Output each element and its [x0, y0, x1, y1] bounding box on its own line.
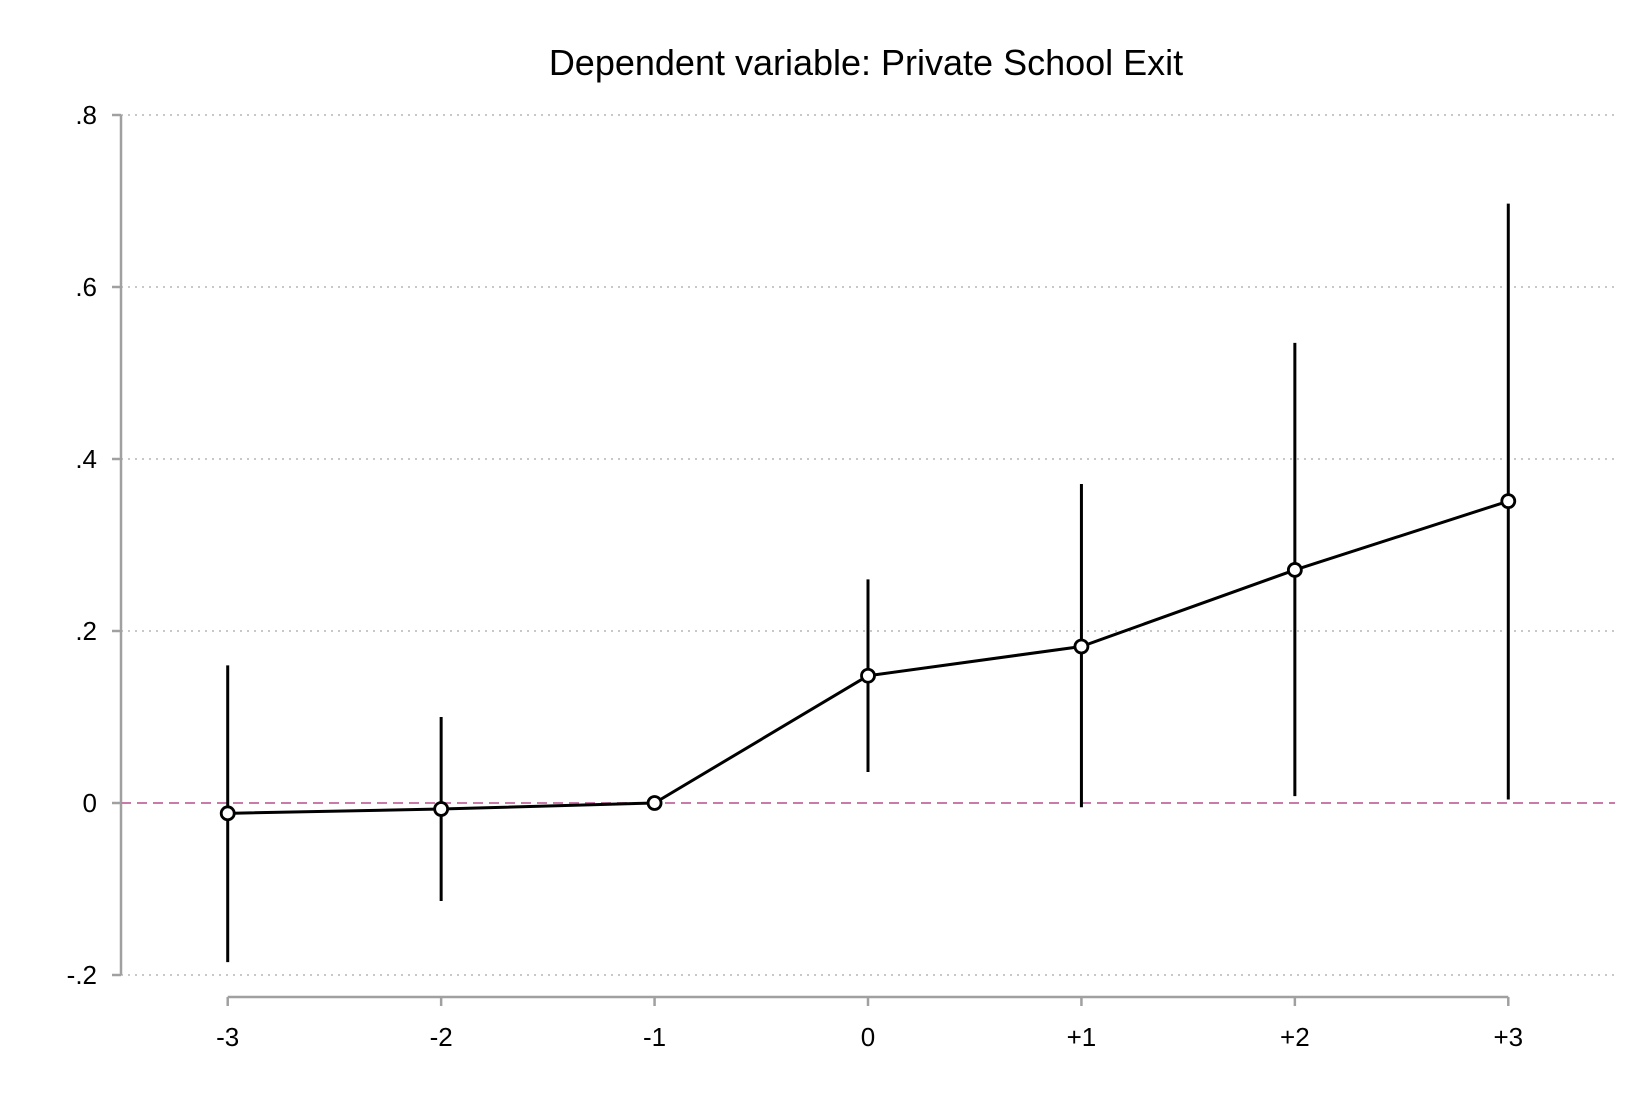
axes: -.2 0 .2 .4 .6 .8 -3 -2 -1 0 +1 +2 +3 — [67, 100, 1523, 1052]
y-tick-label: .6 — [75, 272, 97, 302]
x-tick-label: -2 — [430, 1022, 453, 1052]
x-tick-label: +1 — [1067, 1022, 1097, 1052]
x-tick-label: +2 — [1280, 1022, 1310, 1052]
data-point-+1 — [1073, 638, 1090, 655]
x-tick-label: -3 — [216, 1022, 239, 1052]
data-point--3 — [219, 805, 236, 822]
y-tick-label: .8 — [75, 100, 97, 130]
x-tick-label: +3 — [1493, 1022, 1523, 1052]
y-tick-label: -.2 — [67, 960, 97, 990]
gridlines — [121, 114, 1615, 976]
data-point-0 — [860, 667, 876, 684]
y-tick-label: .4 — [75, 444, 97, 474]
x-tick-label: 0 — [861, 1022, 875, 1052]
y-tick-label: .2 — [75, 616, 97, 646]
data-layer — [219, 203, 1517, 963]
data-point--1 — [646, 795, 663, 811]
data-point-+2 — [1286, 562, 1303, 578]
data-point-+3 — [1500, 493, 1517, 510]
chart-title: Dependent variable: Private School Exit — [549, 42, 1183, 83]
x-tick-label: -1 — [643, 1022, 666, 1052]
y-tick-label: 0 — [83, 788, 97, 818]
data-point--2 — [433, 801, 450, 817]
